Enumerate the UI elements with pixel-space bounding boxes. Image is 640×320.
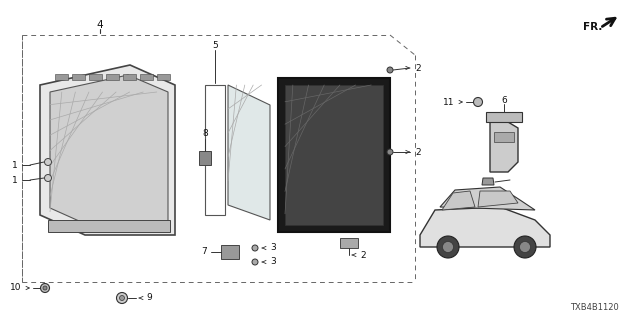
Text: TXB4B1120: TXB4B1120 bbox=[570, 303, 619, 313]
Circle shape bbox=[45, 174, 51, 181]
Polygon shape bbox=[442, 191, 475, 210]
Circle shape bbox=[437, 236, 459, 258]
Polygon shape bbox=[340, 238, 358, 248]
Bar bbox=[89, 74, 102, 80]
Text: 2: 2 bbox=[360, 251, 365, 260]
Circle shape bbox=[252, 259, 258, 265]
Bar bbox=[140, 74, 153, 80]
Polygon shape bbox=[199, 151, 211, 165]
Polygon shape bbox=[50, 75, 168, 225]
Text: 1: 1 bbox=[12, 175, 18, 185]
Text: 6: 6 bbox=[501, 95, 507, 105]
Circle shape bbox=[43, 286, 47, 290]
Polygon shape bbox=[494, 132, 514, 142]
Circle shape bbox=[40, 284, 49, 292]
Bar bbox=[157, 74, 170, 80]
Bar bbox=[106, 74, 119, 80]
Text: 2: 2 bbox=[415, 63, 420, 73]
Circle shape bbox=[474, 98, 483, 107]
Circle shape bbox=[442, 242, 454, 252]
Polygon shape bbox=[420, 207, 550, 247]
Circle shape bbox=[387, 149, 393, 155]
Text: 5: 5 bbox=[212, 41, 218, 50]
Polygon shape bbox=[486, 112, 522, 122]
Text: 7: 7 bbox=[201, 247, 207, 257]
Polygon shape bbox=[278, 78, 390, 232]
Polygon shape bbox=[490, 122, 518, 172]
Text: 10: 10 bbox=[10, 284, 21, 292]
Text: 9: 9 bbox=[146, 293, 152, 302]
Polygon shape bbox=[221, 245, 239, 259]
Bar bbox=[55, 74, 68, 80]
Polygon shape bbox=[285, 85, 383, 225]
Polygon shape bbox=[478, 191, 518, 207]
Circle shape bbox=[252, 245, 258, 251]
Text: 3: 3 bbox=[270, 244, 276, 252]
Text: 8: 8 bbox=[202, 129, 208, 138]
Text: 11: 11 bbox=[442, 98, 454, 107]
Polygon shape bbox=[228, 85, 270, 220]
Polygon shape bbox=[48, 220, 170, 232]
Polygon shape bbox=[40, 65, 175, 235]
Circle shape bbox=[520, 242, 531, 252]
Bar bbox=[72, 74, 85, 80]
Polygon shape bbox=[482, 178, 494, 185]
Circle shape bbox=[387, 67, 393, 73]
Text: 4: 4 bbox=[97, 20, 103, 30]
Text: 2: 2 bbox=[415, 148, 420, 156]
Text: 3: 3 bbox=[270, 258, 276, 267]
Text: 1: 1 bbox=[12, 161, 18, 170]
Circle shape bbox=[514, 236, 536, 258]
Bar bbox=[123, 74, 136, 80]
Circle shape bbox=[116, 292, 127, 303]
Circle shape bbox=[120, 295, 125, 300]
Text: FR.: FR. bbox=[583, 22, 602, 32]
Circle shape bbox=[45, 158, 51, 165]
Polygon shape bbox=[440, 187, 535, 210]
